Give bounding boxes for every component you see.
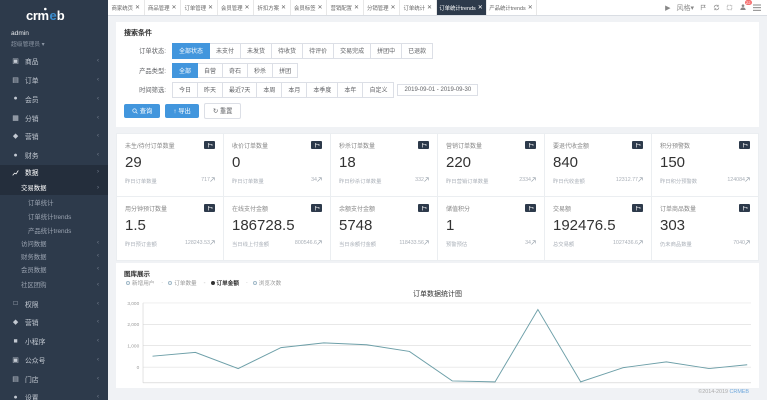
svg-text:1,000: 1,000 (127, 343, 139, 349)
svg-text:e: e (50, 8, 57, 23)
svg-text:2,000: 2,000 (127, 322, 139, 328)
svg-text:3,000: 3,000 (127, 301, 139, 307)
svg-text:0: 0 (137, 365, 140, 371)
svg-text:b: b (57, 8, 65, 23)
